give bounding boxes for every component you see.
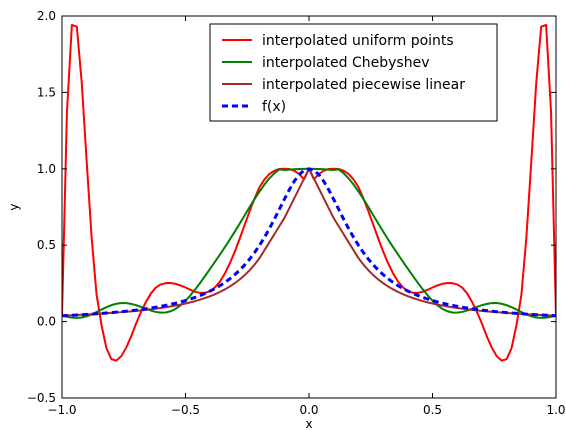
x-tick-label: 0.0 [299,403,318,417]
series-line-4 [62,167,556,318]
x-tick-label: −1.0 [47,403,76,417]
y-tick-label: 1.0 [37,162,56,176]
legend-entry-label: interpolated uniform points [262,33,454,49]
ticks-layer: −1.0 −0.5 0.0 0.5 1.0−0.50.00.51.01.52.0 [27,9,566,417]
y-tick-label: 2.0 [37,9,56,23]
y-axis-label: y [7,203,21,210]
x-axis-label: x [305,417,312,430]
y-tick-label: 0.5 [37,238,56,252]
legend: interpolated uniform points interpolated … [209,23,498,122]
series-layer [62,23,556,362]
legend-box [209,23,498,122]
x-tick-label: 1.0 [546,403,565,417]
y-tick-label: 1.5 [37,85,56,99]
legend-entry-label: f(x) [262,99,286,115]
x-tick-label: −0.5 [171,403,200,417]
y-tick-label: 0.0 [37,315,56,329]
legend-entry-label: interpolated Chebyshev [262,55,429,71]
y-tick-label: −0.5 [27,391,56,405]
x-tick-label: 0.5 [423,403,442,417]
legend-entry-label: interpolated piecewise linear [262,77,465,93]
